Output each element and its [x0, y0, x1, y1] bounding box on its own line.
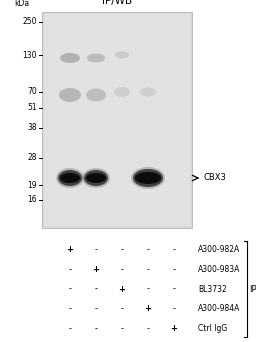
Ellipse shape — [60, 53, 80, 63]
Text: CBX3: CBX3 — [204, 173, 227, 183]
Text: 130: 130 — [23, 51, 37, 60]
Text: IP/WB: IP/WB — [102, 0, 132, 6]
Ellipse shape — [82, 168, 110, 188]
Text: -: - — [94, 245, 98, 254]
Ellipse shape — [140, 88, 156, 96]
Ellipse shape — [86, 89, 106, 102]
Ellipse shape — [84, 170, 108, 186]
Text: -: - — [121, 245, 123, 254]
Text: -: - — [146, 324, 150, 333]
Ellipse shape — [60, 173, 80, 183]
Ellipse shape — [115, 52, 129, 58]
FancyBboxPatch shape — [42, 12, 192, 228]
Text: +: + — [144, 304, 152, 313]
Text: -: - — [94, 304, 98, 313]
Text: 38: 38 — [27, 123, 37, 132]
Text: -: - — [173, 285, 176, 293]
Text: +: + — [170, 324, 177, 333]
Text: -: - — [173, 304, 176, 313]
Text: -: - — [69, 304, 71, 313]
Text: -: - — [146, 265, 150, 274]
Text: +: + — [92, 265, 100, 274]
Ellipse shape — [131, 167, 165, 189]
Text: 51: 51 — [27, 104, 37, 113]
Ellipse shape — [87, 53, 105, 63]
Text: -: - — [146, 245, 150, 254]
Ellipse shape — [86, 173, 106, 183]
Text: 19: 19 — [27, 181, 37, 189]
Ellipse shape — [58, 170, 82, 186]
Text: -: - — [173, 265, 176, 274]
Ellipse shape — [59, 88, 81, 102]
Text: -: - — [94, 285, 98, 293]
Ellipse shape — [56, 168, 84, 188]
Ellipse shape — [135, 172, 161, 184]
Text: 16: 16 — [27, 196, 37, 205]
Text: -: - — [146, 285, 150, 293]
Text: 70: 70 — [27, 88, 37, 96]
Text: +: + — [119, 285, 125, 293]
Text: 28: 28 — [27, 154, 37, 162]
Text: -: - — [69, 285, 71, 293]
Text: +: + — [67, 245, 73, 254]
Text: A300-982A: A300-982A — [198, 245, 240, 254]
Text: -: - — [173, 245, 176, 254]
Text: -: - — [94, 324, 98, 333]
FancyBboxPatch shape — [44, 14, 190, 226]
Text: -: - — [121, 324, 123, 333]
Text: -: - — [69, 265, 71, 274]
Text: 250: 250 — [23, 17, 37, 26]
Text: A300-983A: A300-983A — [198, 265, 240, 274]
Text: A300-984A: A300-984A — [198, 304, 240, 313]
Ellipse shape — [133, 169, 163, 187]
Ellipse shape — [114, 87, 130, 97]
Text: kDa: kDa — [14, 0, 29, 8]
Text: -: - — [121, 265, 123, 274]
Text: -: - — [69, 324, 71, 333]
Text: BL3732: BL3732 — [198, 285, 227, 293]
Text: -: - — [121, 304, 123, 313]
Text: Ctrl IgG: Ctrl IgG — [198, 324, 227, 333]
Text: IP: IP — [249, 285, 256, 293]
